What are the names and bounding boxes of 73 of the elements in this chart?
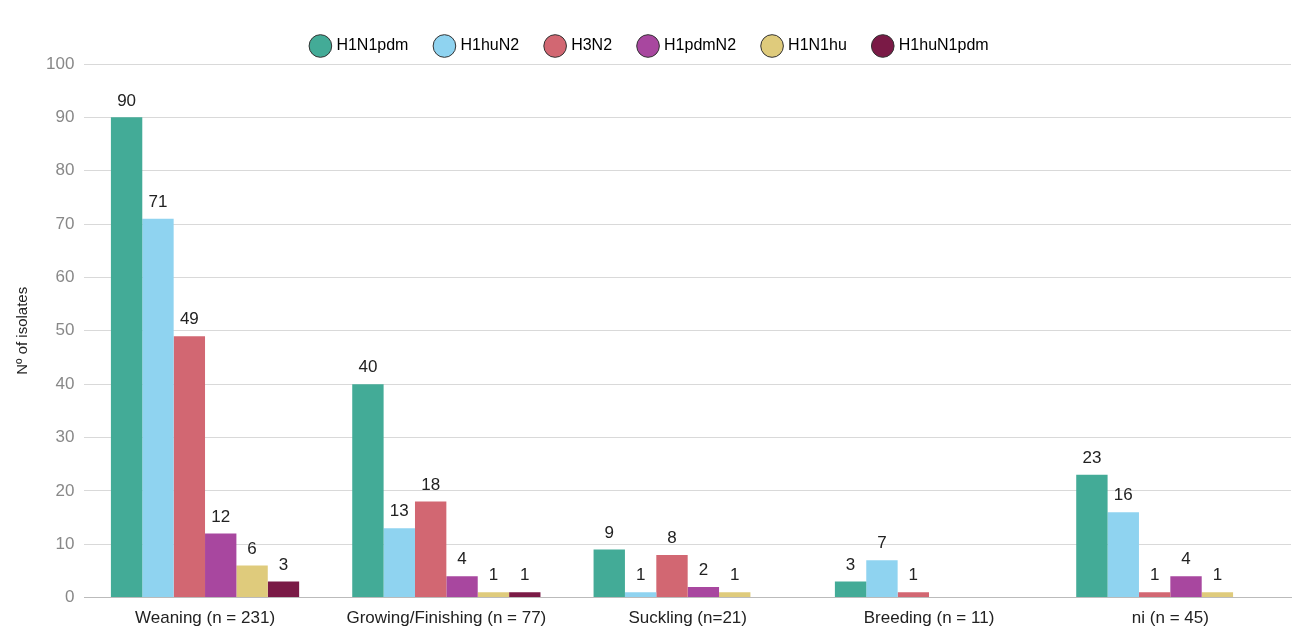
legend-label: H1huN1pdm: [898, 36, 989, 54]
data-label: 3: [278, 554, 289, 574]
bar: [1138, 592, 1171, 598]
bar: [1201, 592, 1234, 598]
bar: [236, 565, 268, 598]
y-tick-label: 50: [55, 320, 75, 340]
data-label: 6: [247, 538, 257, 558]
bar: [897, 592, 930, 598]
bar: [1107, 512, 1139, 598]
bar: [446, 576, 478, 598]
x-tick-label: Suckling (n=21): [628, 608, 747, 628]
bar: [110, 117, 143, 598]
data-label: 4: [1181, 549, 1191, 569]
legend-label: H1N1hu: [788, 36, 847, 54]
data-label: 1: [730, 565, 740, 585]
legend-label: H1huN2: [460, 36, 520, 54]
y-tick-label: 0: [64, 587, 75, 607]
bar: [205, 533, 237, 598]
data-label: 23: [1082, 448, 1102, 468]
x-tick-label: Breeding (n = 11): [863, 608, 995, 628]
bar: [509, 592, 541, 598]
legend-label: H1N1pdm: [336, 36, 409, 54]
y-tick-label: 70: [55, 213, 75, 233]
y-tick-label: 60: [55, 267, 75, 287]
y-tick-label: 20: [55, 480, 75, 500]
y-axis-title: Nº of isolates: [13, 286, 31, 375]
data-label: 16: [1113, 485, 1133, 505]
y-tick-label: 100: [45, 53, 75, 73]
bar: [142, 218, 174, 598]
bar: [687, 586, 720, 598]
data-label: 1: [1149, 565, 1160, 585]
y-tick-label: 30: [55, 427, 75, 447]
data-label: 1: [520, 565, 530, 585]
bar: [593, 549, 625, 598]
bar: [267, 581, 300, 598]
data-label: 13: [389, 501, 409, 521]
bar: [383, 528, 415, 598]
data-label: 12: [211, 506, 231, 526]
data-label: 49: [179, 309, 199, 329]
bar: [414, 501, 447, 598]
data-label: 9: [604, 522, 614, 542]
data-label: 1: [635, 565, 646, 585]
data-label: 90: [117, 90, 137, 110]
legend-label: H3N2: [571, 36, 613, 54]
y-tick-label: 10: [55, 533, 75, 553]
x-tick-label: Weaning (n = 231): [135, 608, 276, 628]
y-tick-label: 90: [55, 107, 75, 127]
bar: [173, 336, 206, 598]
bar: [624, 592, 657, 598]
data-label: 1: [908, 565, 919, 585]
data-label: 40: [358, 357, 378, 377]
data-label: 3: [845, 554, 856, 574]
data-label: 2: [698, 560, 709, 580]
data-label: 1: [488, 565, 499, 585]
data-label: 1: [1212, 565, 1223, 585]
data-label: 71: [148, 191, 168, 211]
bar: [834, 581, 867, 598]
x-tick-label: ni (n = 45): [1131, 608, 1209, 628]
bar: [1076, 474, 1108, 598]
y-tick-label: 40: [55, 373, 75, 393]
data-label: 8: [667, 528, 677, 548]
bar: [656, 554, 688, 598]
bar: [477, 592, 510, 598]
data-label: 18: [421, 474, 441, 494]
x-tick-label: Growing/Finishing (n = 77): [346, 608, 547, 628]
data-label: 4: [457, 549, 467, 569]
bar: [352, 384, 384, 598]
y-tick-label: 80: [55, 160, 75, 180]
bar: [719, 592, 751, 598]
bar: [866, 560, 898, 598]
bar: [1170, 576, 1202, 598]
data-label: 7: [877, 533, 887, 553]
legend-label: H1pdmN2: [664, 36, 737, 54]
